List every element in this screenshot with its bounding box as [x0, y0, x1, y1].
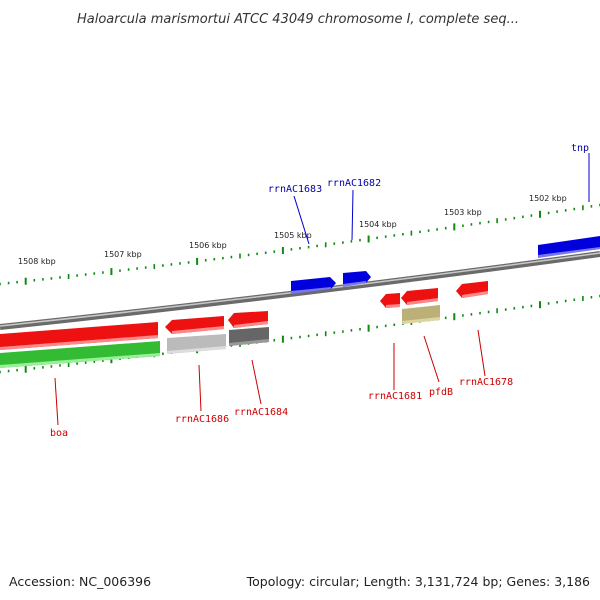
tick-label: 1502 kbp — [529, 194, 567, 203]
gene-label-boa[interactable]: boa — [50, 428, 68, 439]
gene-boa[interactable] — [0, 341, 160, 368]
gene-label-rrnac1683[interactable]: rrnAC1683 — [268, 184, 322, 195]
gene-label-rrnac1682[interactable]: rrnAC1682 — [327, 178, 381, 189]
tick-label: 1504 kbp — [359, 220, 397, 229]
ruler-ticks-top — [0, 203, 600, 286]
gene-tnp[interactable] — [538, 236, 600, 258]
gene-label-rrnac1681[interactable]: rrnAC1681 — [368, 391, 422, 402]
gene-rrnac1680[interactable] — [401, 288, 438, 305]
tick-label: 1508 kbp — [18, 257, 56, 266]
tick-label: 1503 kbp — [444, 208, 482, 217]
accession-text: Accession: NC_006396 — [9, 574, 151, 589]
gene-rrnac1678[interactable] — [456, 281, 488, 298]
tick-label: 1506 kbp — [189, 241, 227, 250]
gene-label-pfdb[interactable]: pfdB — [429, 387, 453, 398]
leader-lines — [54, 153, 590, 426]
gene-label-rrnac1686[interactable]: rrnAC1686 — [175, 414, 229, 425]
gene-rrnac1687[interactable] — [165, 316, 224, 334]
map-title: Haloarcula marismortui ATCC 43049 chromo… — [77, 12, 519, 27]
gene-rrnac1686[interactable] — [167, 334, 226, 354]
gene-rrnac1682[interactable] — [343, 271, 371, 287]
tick-label: 1505 kbp — [274, 231, 312, 240]
gene-rrnac1683[interactable] — [291, 277, 336, 294]
gene-rrnac1688[interactable] — [228, 311, 268, 328]
ruler-labels: 1508 kbp 1507 kbp 1506 kbp 1505 kbp 1504… — [18, 194, 567, 266]
gene-rrnac1685[interactable] — [0, 322, 158, 350]
tick-label: 1507 kbp — [104, 250, 142, 259]
gene-rrnac1684[interactable] — [229, 327, 269, 346]
gene-labels: tnp rrnAC1683 rrnAC1682 boa rrnAC1686 rr… — [50, 143, 589, 439]
topology-summary: Topology: circular; Length: 3,131,724 bp… — [246, 574, 590, 589]
gene-label-rrnac1684[interactable]: rrnAC1684 — [234, 407, 288, 418]
gene-label-tnp[interactable]: tnp — [571, 143, 589, 154]
gene-rrnac1681[interactable] — [380, 293, 400, 308]
gene-pfdb[interactable] — [402, 305, 440, 324]
gene-label-rrnac1678[interactable]: rrnAC1678 — [459, 377, 513, 388]
